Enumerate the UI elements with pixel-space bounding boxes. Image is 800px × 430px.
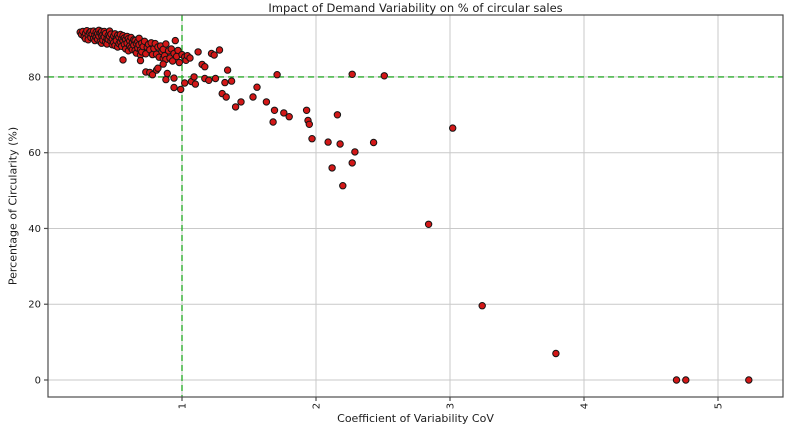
data-point — [148, 71, 157, 79]
data-point — [672, 376, 681, 384]
data-point — [449, 124, 457, 132]
data-point — [269, 118, 277, 126]
data-point — [424, 220, 433, 229]
data-point — [205, 76, 213, 85]
x-tick-label-2: 2 — [312, 403, 323, 409]
data-point — [745, 376, 753, 384]
data-point — [249, 93, 257, 101]
data-point — [280, 109, 288, 117]
x-tick-label-5: 5 — [714, 403, 725, 409]
data-point — [186, 54, 194, 62]
data-point — [227, 77, 236, 85]
data-point — [223, 66, 232, 74]
data-point — [194, 48, 202, 56]
data-point — [285, 113, 293, 121]
data-point — [380, 72, 388, 80]
data-point — [159, 60, 167, 68]
y-tick-label-40: 40 — [28, 224, 41, 235]
data-point — [171, 36, 180, 45]
data-point — [270, 106, 279, 115]
data-point — [163, 69, 172, 78]
data-point — [273, 71, 281, 79]
data-point — [369, 138, 378, 147]
data-point — [190, 73, 198, 81]
y-tick-label-0: 0 — [35, 375, 41, 386]
data-point — [221, 78, 229, 87]
data-point — [162, 75, 170, 84]
x-tick-label-1: 1 — [178, 403, 189, 409]
data-point — [170, 74, 178, 82]
data-point — [262, 98, 271, 106]
data-point — [231, 103, 240, 111]
data-point — [162, 40, 170, 48]
data-point — [222, 93, 230, 101]
data-point — [191, 80, 200, 88]
data-point — [351, 148, 359, 156]
data-point — [170, 83, 178, 92]
data-point — [336, 140, 344, 148]
plot-border — [47, 14, 784, 398]
data-point — [237, 98, 245, 106]
data-point — [478, 302, 486, 310]
y-axis-label-text: Percentage of Circularity (%) — [6, 126, 20, 286]
data-point — [348, 70, 356, 79]
data-point — [302, 106, 311, 115]
data-point — [682, 376, 690, 384]
data-point — [119, 56, 127, 64]
data-point — [305, 120, 313, 129]
data-point — [348, 159, 356, 167]
data-point — [328, 164, 336, 172]
data-point — [175, 58, 184, 67]
y-tick-label-80: 80 — [28, 72, 41, 83]
y-tick-label-60: 60 — [28, 148, 41, 159]
data-point — [154, 64, 162, 72]
data-point — [168, 57, 177, 65]
data-point — [333, 111, 342, 119]
data-point — [215, 46, 224, 54]
x-tick-label-3: 3 — [446, 403, 457, 409]
y-tick-label-20: 20 — [28, 300, 41, 311]
data-point — [339, 182, 347, 190]
data-point — [211, 74, 220, 83]
data-point — [201, 62, 209, 71]
data-point — [308, 135, 316, 143]
data-point — [253, 83, 261, 91]
x-tick-label-4: 4 — [580, 403, 591, 409]
data-point — [210, 51, 218, 59]
x-axis-label: Coefficient of Variability CoV — [337, 412, 494, 425]
data-point — [181, 79, 189, 87]
data-point — [552, 349, 560, 358]
data-point — [136, 56, 145, 65]
data-point — [324, 138, 332, 146]
chart-title: Impact of Demand Variability on % of cir… — [268, 1, 563, 15]
data-point — [177, 85, 185, 94]
